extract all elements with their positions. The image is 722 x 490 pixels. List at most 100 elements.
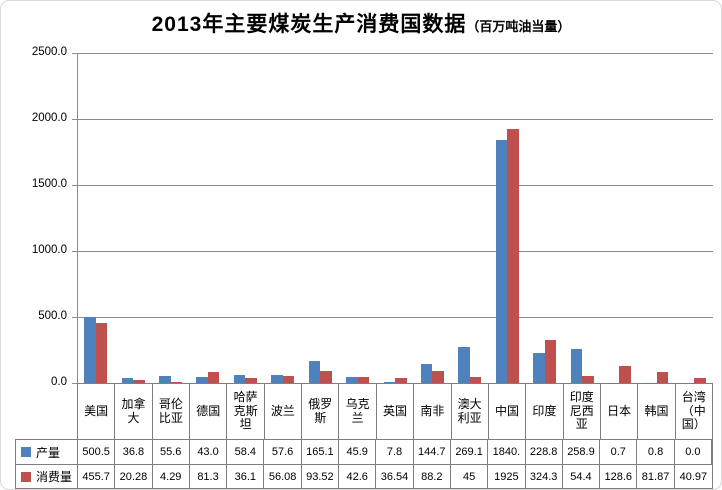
value-production-15: 0.8	[637, 440, 675, 464]
legend-production: 产量	[16, 440, 78, 464]
bar-production-6	[308, 361, 321, 383]
value-production-4: 58.4	[227, 440, 265, 464]
chart-title-unit: （百万吨油当量）	[466, 19, 571, 34]
value-production-13: 258.9	[563, 440, 601, 464]
legend-label-consumption: 消费量	[36, 470, 73, 484]
value-production-1: 36.8	[115, 440, 153, 464]
bar-production-12	[533, 352, 545, 383]
category-axis-row: 美国 加拿大 哥伦比亚 德国 哈萨克斯坦 波兰 俄罗斯 乌克兰 英国 南非 澳大利亚 中国 印度 印度尼西…	[77, 383, 713, 439]
bar-production-1	[121, 378, 134, 383]
bar-production-3	[196, 377, 208, 383]
value-consumption-1: 20.28	[115, 464, 153, 488]
value-production-2: 55.6	[153, 440, 190, 464]
bar-production-11	[495, 140, 508, 383]
category-label-2: 哥伦比亚	[153, 384, 191, 439]
gridline	[77, 317, 713, 318]
bar-consumption-7	[357, 377, 370, 383]
category-label-text: 澳大利亚	[457, 396, 482, 425]
category-label-text: 波兰	[270, 403, 295, 418]
category-label-4: 哈萨克斯坦	[227, 384, 265, 439]
gridline	[77, 251, 713, 252]
value-consumption-3: 81.3	[189, 464, 228, 488]
bar-production-5	[271, 375, 283, 383]
value-production-10: 269.1	[451, 440, 489, 464]
value-consumption-9: 88.2	[413, 464, 451, 488]
value-production-6: 165.1	[302, 440, 340, 464]
category-label-text: 加拿大	[121, 396, 146, 425]
y-axis-tick	[72, 251, 77, 252]
value-production-0: 500.5	[78, 440, 116, 464]
category-label-text: 俄罗斯	[308, 396, 333, 425]
y-axis-label: 0.0	[51, 376, 67, 388]
category-label-16: 台湾（中国）	[676, 384, 713, 439]
value-consumption-14: 128.6	[600, 464, 638, 488]
bar-production-4	[233, 375, 246, 383]
value-production-12: 228.8	[526, 440, 563, 464]
bar-consumption-0	[95, 322, 108, 383]
value-consumption-7: 42.6	[339, 464, 377, 488]
bar-consumption-9	[432, 371, 444, 383]
category-label-11: 中国	[489, 384, 527, 439]
bar-production-8	[383, 381, 395, 383]
category-label-14: 日本	[601, 384, 639, 439]
legend-swatch-production	[21, 447, 31, 457]
legend-consumption: 消费量	[16, 464, 78, 488]
bar-consumption-15	[656, 372, 669, 383]
category-label-1: 加拿大	[115, 384, 153, 439]
bar-consumption-2	[170, 382, 183, 383]
y-axis-tick	[72, 383, 77, 384]
category-label-text: 中国	[495, 403, 520, 418]
category-label-3: 德国	[190, 384, 228, 439]
bar-production-0	[84, 316, 96, 383]
bar-production-2	[159, 375, 171, 383]
value-consumption-2: 4.29	[152, 464, 190, 488]
bar-production-10	[458, 347, 470, 383]
category-label-text: 日本	[607, 403, 632, 418]
category-label-5: 波兰	[265, 384, 303, 439]
category-label-12: 印度	[526, 384, 564, 439]
category-label-text: 台湾（中国）	[681, 389, 706, 432]
category-label-6: 俄罗斯	[302, 384, 340, 439]
category-label-text: 英国	[382, 403, 407, 418]
category-label-0: 美国	[78, 384, 116, 439]
value-consumption-13: 54.4	[562, 464, 601, 488]
value-production-11: 1840.	[488, 440, 526, 464]
category-label-text: 德国	[196, 403, 221, 418]
category-label-text: 乌克兰	[345, 396, 370, 425]
gridline	[77, 185, 713, 186]
bar-consumption-10	[469, 377, 482, 383]
value-consumption-8: 36.54	[376, 464, 414, 488]
value-production-5: 57.6	[264, 440, 302, 464]
value-consumption-0: 455.7	[78, 464, 116, 488]
value-consumption-11: 1925	[488, 464, 526, 488]
y-axis-tick	[72, 185, 77, 186]
bar-production-9	[420, 363, 433, 383]
legend-swatch-consumption	[21, 471, 31, 482]
category-label-10: 澳大利亚	[452, 384, 489, 439]
y-axis-label: 1500.0	[31, 178, 67, 190]
y-axis-label: 500.0	[38, 310, 67, 322]
category-label-9: 南非	[414, 384, 452, 439]
bar-consumption-12	[544, 340, 557, 383]
bar-production-13	[570, 348, 583, 383]
gridline	[77, 119, 713, 120]
value-production-16: 0.0	[675, 440, 712, 464]
category-label-text: 哥伦比亚	[158, 396, 183, 425]
bar-consumption-4	[245, 378, 257, 383]
category-label-text: 印度尼西亚	[569, 389, 594, 432]
y-axis-label: 2500.0	[31, 46, 67, 58]
value-consumption-12: 324.3	[525, 464, 563, 488]
bar-consumption-3	[207, 372, 220, 383]
value-consumption-10: 45	[450, 464, 489, 488]
y-axis-tick	[72, 317, 77, 318]
value-production-3: 43.0	[190, 440, 228, 464]
y-axis-label: 2000.0	[31, 112, 67, 124]
bar-consumption-8	[395, 378, 407, 383]
legend-label-production: 产量	[36, 445, 61, 460]
y-axis-tick	[72, 53, 77, 54]
category-label-15: 韩国	[638, 384, 676, 439]
chart-title: 2013年主要煤炭生产消费国数据（百万吨油当量）	[1, 8, 721, 38]
category-label-13: 印度尼西亚	[564, 384, 601, 439]
value-consumption-16: 40.97	[674, 464, 712, 488]
